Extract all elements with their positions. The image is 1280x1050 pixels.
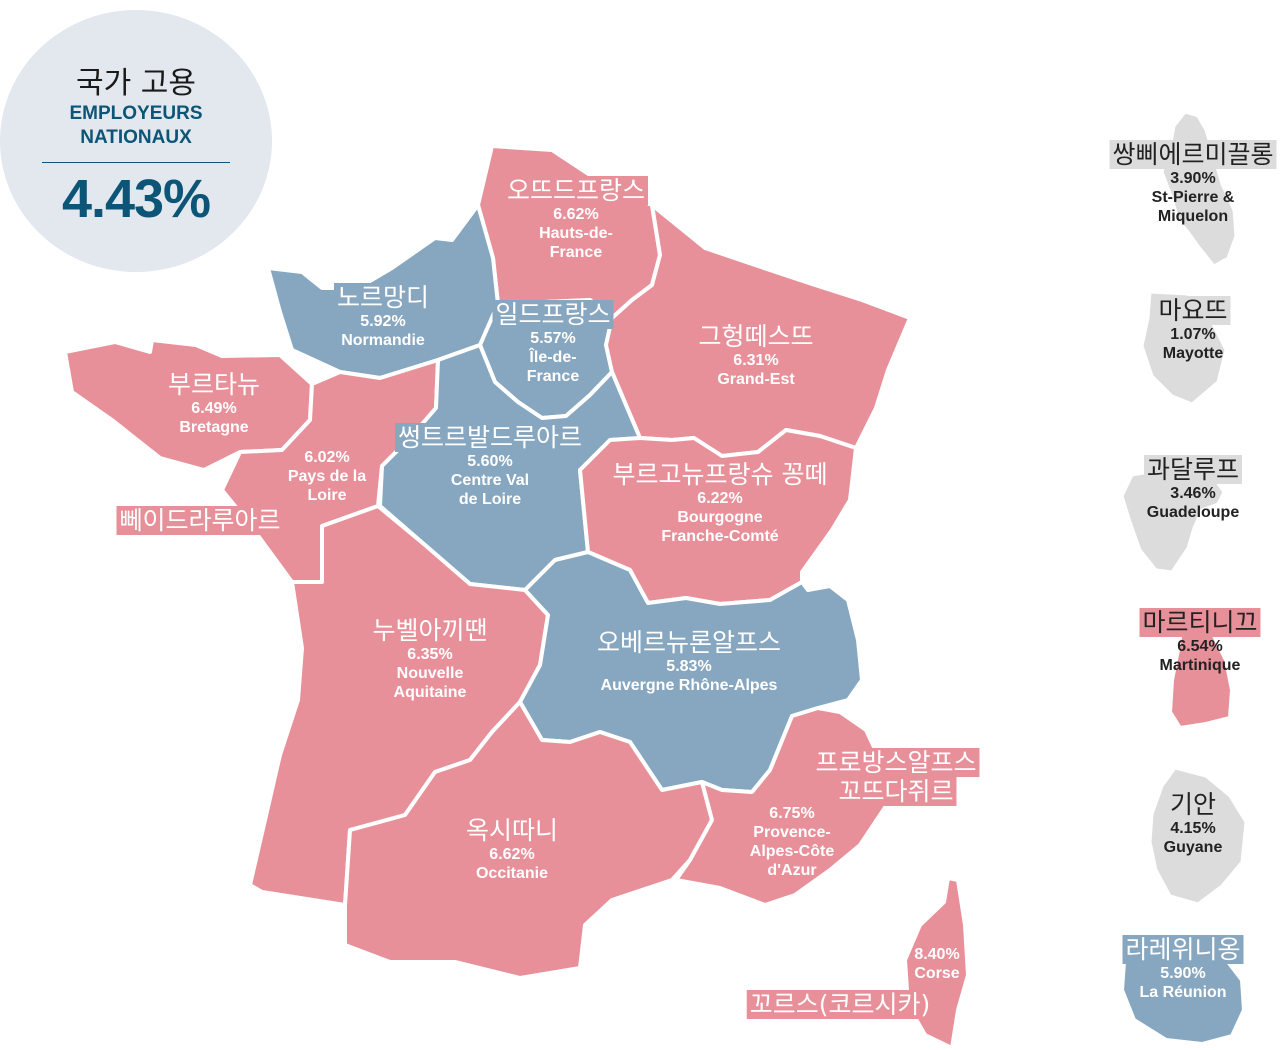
region-name-fr: Corse [914,965,960,982]
territory-name-ko: 쌍삐에르미끌롱 [1109,140,1277,169]
region-name-fr: Pays de la [287,468,367,485]
region-name-fr: Hauts-de- [539,225,613,242]
summary-divider [42,162,230,163]
region-value: 5.60% [467,453,513,470]
region-name-fr: Nouvelle [396,665,464,682]
summary-title-fr: EMPLOYEURS NATIONAUX [0,102,272,150]
territory-label-mayotte: 마요뜨 1.07% Mayotte [1155,296,1231,363]
region-name-fr: Auvergne Rhône-Alpes [600,677,778,694]
region-name-fr: Centre Val [450,472,530,489]
region-name-fr: Loire [307,487,347,504]
territory-name-fr: Martinique [1159,657,1241,674]
region-label-hauts-de-france: 오뜨드프랑스 6.62% Hauts-de- France [503,176,649,262]
region-label-bretagne: 부르타뉴 6.49% Bretagne [164,370,264,437]
region-name-ko: 부르타뉴 [164,370,264,399]
region-value: 8.40% [914,946,960,963]
territory-value: 3.90% [1170,170,1216,187]
region-name-fr: Provence- [753,824,831,841]
territory-label-guyane: 기안 4.15% Guyane [1163,790,1223,857]
region-label-ile-de-france: 일드프랑스 5.57% Île-de- France [492,300,614,386]
territory-name-fr: Miquelon [1157,208,1229,225]
region-name-fr: Normandie [341,332,425,349]
territory-label-la-reunion: 라레위니옹 5.90% La Réunion [1122,935,1244,1002]
national-summary-badge: 국가 고용 EMPLOYEURS NATIONAUX 4.43% [0,10,272,272]
territory-name-fr: La Réunion [1139,984,1227,1001]
territory-value: 3.46% [1170,485,1216,502]
territory-value: 4.15% [1170,820,1216,837]
region-label-normandie: 노르망디 5.92% Normandie [333,283,433,350]
region-label-corse-ko: 꼬르스(코르시카) [746,990,934,1019]
territory-name-ko: 마르티니끄 [1139,608,1261,637]
region-name-fr: France [549,244,603,261]
region-value: 6.02% [304,449,350,466]
region-name-ko: 부르고뉴프랑슈 꽁떼 [609,460,831,489]
territory-name-ko: 기안 [1166,790,1219,819]
region-name-ko: 꼬르스(코르시카) [746,990,934,1019]
region-name-ko: 뻬이드라루아르 [116,506,284,535]
region-name-fr: France [526,368,580,385]
region-value: 6.35% [407,646,453,663]
territory-name-fr: Mayotte [1162,345,1224,362]
region-label-pays-de-la-loire-ko: 뻬이드라루아르 [116,506,284,535]
region-name-fr: Grand-Est [717,371,795,388]
region-name-ko: 옥시따니 [462,816,562,845]
region-name-ko: 오뜨드프랑스 [503,176,649,205]
region-label-corse-values: 8.40% Corse [914,945,959,983]
region-label-pays-de-la-loire-values: 6.02% Pays de la Loire [288,448,366,505]
region-label-nouvelle-aquitaine: 누벨아끼땐 6.35% Nouvelle Aquitaine [369,616,491,702]
region-name-fr: Alpes-Côte [749,843,835,860]
region-value: 6.75% [769,805,815,822]
region-name-fr: Bretagne [179,419,249,436]
region-value: 6.22% [697,490,743,507]
territory-name-fr: Guadeloupe [1146,504,1240,521]
region-value: 6.49% [191,400,237,417]
region-name-ko: 노르망디 [333,283,433,312]
summary-title-fr-line1: EMPLOYEURS [69,103,203,124]
region-value: 6.62% [553,206,599,223]
region-label-bourgogne-franche-comte: 부르고뉴프랑슈 꽁떼 6.22% Bourgogne Franche-Comté [609,460,831,546]
region-label-occitanie: 옥시따니 6.62% Occitanie [462,816,562,883]
summary-value: 4.43% [61,169,211,229]
region-name-ko: 일드프랑스 [492,300,614,329]
territory-value: 5.90% [1160,965,1206,982]
region-label-auvergne-rhone-alpes: 오베르뉴론알프스 5.83% Auvergne Rhône-Alpes [593,628,785,695]
territory-value: 6.54% [1177,638,1223,655]
region-label-provence-ko: 프로방스알프스 꼬뜨다쥐르 [812,748,980,806]
territory-name-ko: 과달루프 [1143,455,1243,484]
region-value: 5.83% [666,658,712,675]
region-name-fr: Franche-Comté [661,528,779,545]
region-value: 5.92% [360,313,406,330]
region-value: 6.62% [489,846,535,863]
territory-value: 1.07% [1170,326,1216,343]
region-name-fr: Bourgogne [677,509,763,526]
territory-label-guadeloupe: 과달루프 3.46% Guadeloupe [1143,455,1243,522]
territory-name-fr: Guyane [1163,839,1223,856]
region-name-ko: 꼬뜨다쥐르 [835,777,957,806]
region-name-fr: d'Azur [767,862,817,879]
region-name-fr: Île-de- [529,349,577,366]
region-name-ko: 오베르뉴론알프스 [593,628,785,657]
region-label-provence-values: 6.75% Provence- Alpes-Côte d'Azur [750,804,834,880]
region-value: 5.57% [530,330,576,347]
territory-name-ko: 라레위니옹 [1122,935,1244,964]
region-name-fr: Aquitaine [393,684,467,701]
region-label-grand-est: 그헝떼스뜨 6.31% Grand-Est [695,322,817,389]
territory-label-st-pierre-miquelon: 쌍삐에르미끌롱 3.90% St-Pierre & Miquelon [1109,140,1277,226]
region-name-ko: 누벨아끼땐 [369,616,491,645]
territory-label-martinique: 마르티니끄 6.54% Martinique [1139,608,1261,675]
region-name-fr: Occitanie [475,865,549,882]
region-name-ko: 썽트르발드루아르 [394,423,586,452]
region-name-ko: 그헝떼스뜨 [695,322,817,351]
territory-name-ko: 마요뜨 [1155,296,1231,325]
region-name-fr: de Loire [458,491,522,508]
region-value: 6.31% [733,352,779,369]
region-name-ko: 프로방스알프스 [812,748,980,777]
territory-name-fr: St-Pierre & [1151,189,1235,206]
region-label-centre-val-de-loire: 썽트르발드루아르 5.60% Centre Val de Loire [394,423,586,509]
summary-title-fr-line2: NATIONAUX [80,127,192,148]
summary-title-ko: 국가 고용 [76,66,196,101]
